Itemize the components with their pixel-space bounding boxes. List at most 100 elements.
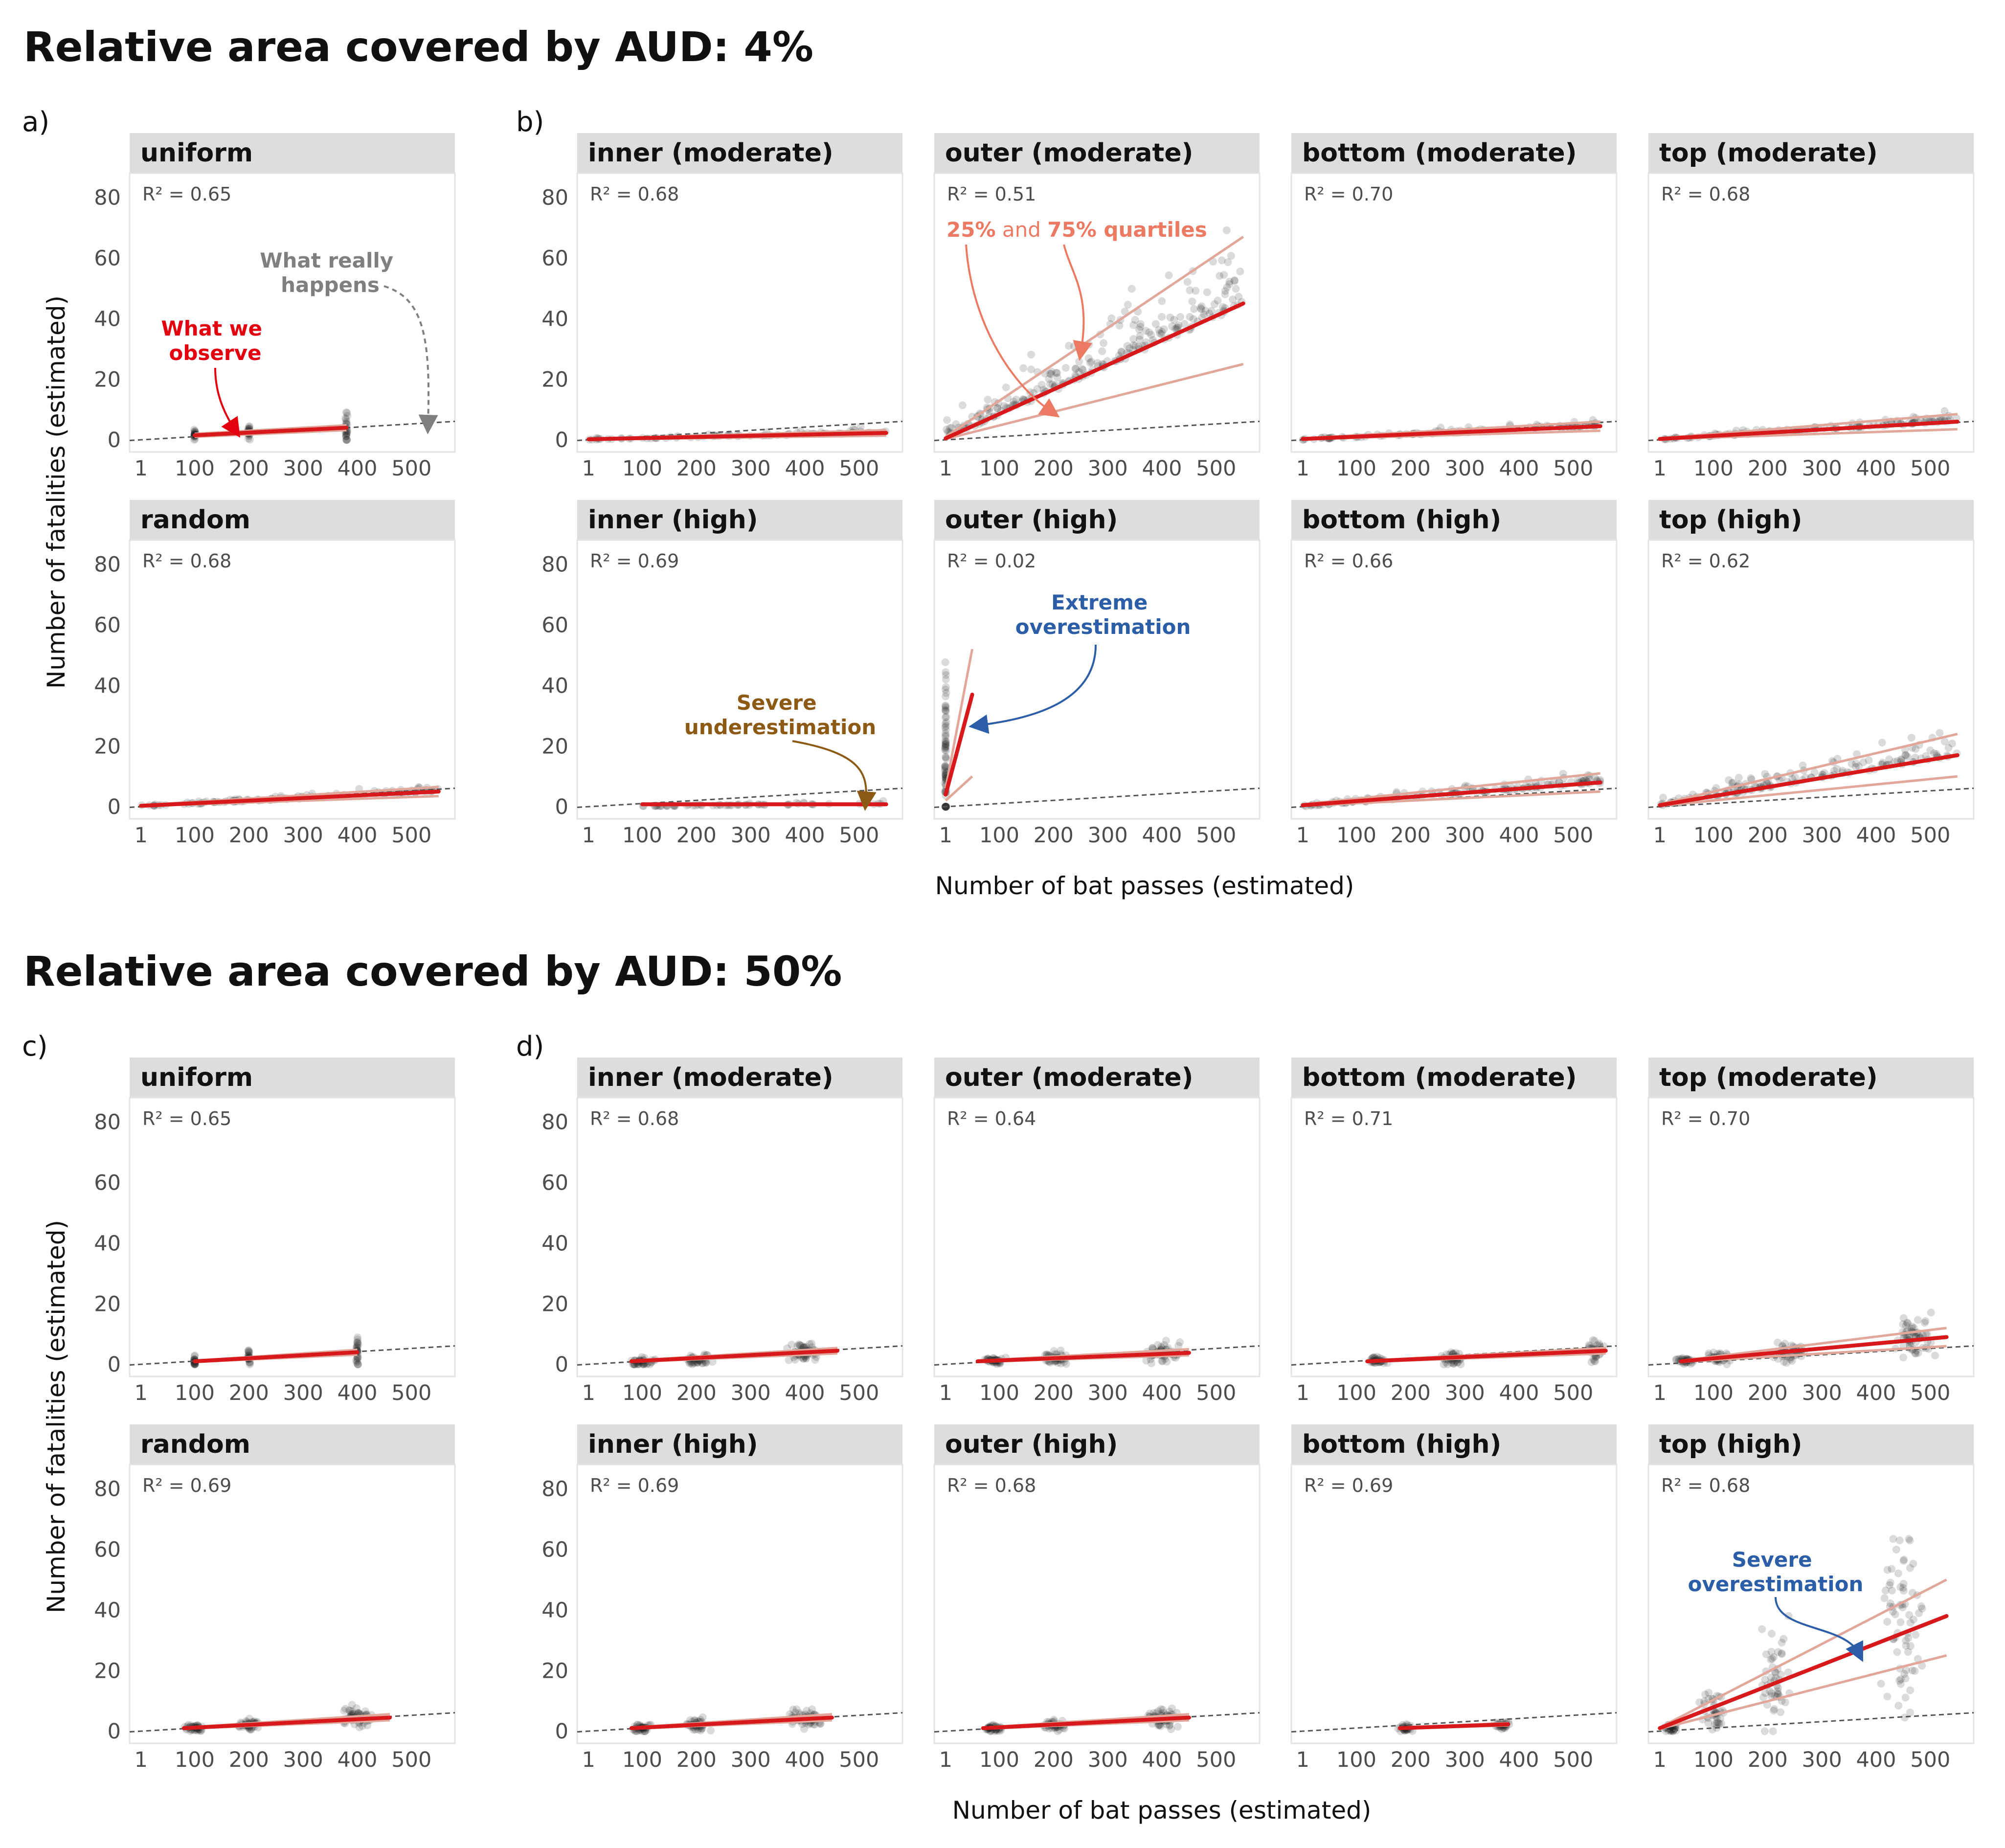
data-point — [1214, 296, 1222, 305]
strip-s50-random — [130, 1424, 455, 1465]
data-point — [1900, 1555, 1908, 1564]
plot-area-s4-outer-moderate — [933, 172, 1261, 453]
strip-s50-uniform — [130, 1058, 455, 1098]
data-point — [1918, 1604, 1926, 1613]
data-point — [1781, 1698, 1789, 1707]
data-point — [345, 1706, 353, 1714]
data-point — [1158, 1357, 1167, 1365]
data-point — [942, 692, 950, 700]
y-tick-s50-uniform-80: 80 — [94, 1110, 121, 1135]
y-tick-s4-inner-high-20: 20 — [541, 734, 568, 759]
plot-area-s50-bottom-high — [1290, 1464, 1618, 1744]
data-point — [1930, 749, 1938, 757]
data-point — [1159, 1706, 1167, 1714]
data-point — [1780, 1635, 1788, 1643]
data-point — [1908, 1589, 1916, 1597]
r2-label-s50-inner-high: R² = 0.69 — [590, 1475, 679, 1496]
data-point — [1894, 1701, 1903, 1710]
x-tick-s4-bottom-high-400: 400 — [1499, 823, 1539, 848]
arrow-quartiles-75 — [1063, 244, 1093, 361]
data-point — [1447, 1348, 1455, 1356]
data-point — [352, 1356, 360, 1364]
data-point — [246, 435, 254, 444]
data-point — [1715, 1720, 1723, 1728]
x-tick-s4-random-400: 400 — [337, 823, 377, 848]
data-point — [1760, 1727, 1769, 1735]
x-tick-s4-inner-high-400: 400 — [785, 823, 825, 848]
strip-title-s50-bottom-moderate: bottom (moderate) — [1302, 1063, 1577, 1092]
annotation-severe-overestimation: Severe overestimation — [1688, 1548, 1864, 1596]
data-point — [1899, 1579, 1908, 1588]
strip-title-s4-inner-high: inner (high) — [588, 505, 758, 535]
x-tick-s50-uniform-200: 200 — [229, 1381, 269, 1405]
data-point — [1852, 759, 1860, 767]
data-point — [245, 1349, 253, 1357]
data-point — [1157, 1705, 1165, 1713]
fit-line-s50-bottom-moderate — [1365, 1349, 1608, 1364]
data-point — [1107, 314, 1116, 322]
data-point — [1912, 1631, 1920, 1639]
x-tick-s4-bottom-moderate-200: 200 — [1391, 456, 1431, 481]
data-point — [1075, 368, 1083, 376]
data-point — [1590, 1337, 1599, 1345]
data-point — [1666, 1727, 1674, 1735]
data-point — [1061, 364, 1070, 372]
fit-line-s4-top-moderate — [1658, 420, 1960, 441]
y-tick-s50-inner-moderate-60: 60 — [541, 1171, 568, 1195]
strip-s4-outer-high — [934, 500, 1260, 540]
data-point — [942, 701, 950, 710]
data-point — [353, 1335, 361, 1344]
x-tick-s4-top-moderate-200: 200 — [1748, 456, 1788, 481]
data-point — [1196, 304, 1205, 312]
data-point — [1778, 1649, 1786, 1657]
data-point — [993, 404, 1002, 412]
data-point — [686, 1716, 695, 1724]
data-point — [1695, 1698, 1704, 1707]
data-point — [1944, 744, 1953, 752]
x-tick-s50-bottom-moderate-1: 1 — [1296, 1381, 1309, 1405]
data-point — [245, 423, 253, 431]
data-point — [343, 411, 352, 420]
y-tick-s50-uniform-40: 40 — [94, 1231, 121, 1256]
data-point — [1906, 1536, 1914, 1545]
data-point — [1046, 380, 1054, 388]
panel-s4-bottom-moderate: bottom (moderate) R² = 0.70 1 100 200 300 400 5… — [1290, 133, 1618, 481]
x-tick-s4-inner-high-100: 100 — [622, 823, 662, 848]
data-point — [1135, 336, 1144, 344]
data-point — [1201, 307, 1210, 315]
data-point — [941, 743, 949, 751]
strip-title-s50-random: random — [140, 1430, 250, 1459]
data-point — [1118, 348, 1126, 356]
data-point — [1186, 286, 1194, 294]
data-point — [1158, 1357, 1166, 1365]
strip-s4-inner-moderate — [577, 133, 902, 173]
x-tick-s50-top-high-1: 1 — [1653, 1748, 1667, 1772]
marks-s50-bottom-high — [1291, 1712, 1617, 1735]
data-point — [1933, 750, 1941, 758]
strip-title-s50-inner-high: inner (high) — [588, 1430, 758, 1459]
data-point — [1012, 395, 1020, 404]
data-point — [1126, 344, 1134, 353]
data-point — [1162, 1336, 1170, 1345]
x-tick-s4-outer-moderate-500: 500 — [1196, 456, 1236, 481]
data-point — [1072, 364, 1080, 373]
data-point — [1447, 1359, 1455, 1367]
r2-label-s4-top-high: R² = 0.62 — [1661, 550, 1750, 572]
data-point — [354, 1360, 362, 1369]
annotation-quartiles-25: 25% — [946, 218, 996, 242]
fit-line-s50-top-high — [1658, 1614, 1949, 1731]
x-tick-s4-bottom-high-500: 500 — [1553, 823, 1593, 848]
data-point — [1895, 1676, 1904, 1685]
data-point — [1902, 1321, 1910, 1330]
data-point — [348, 1701, 356, 1709]
data-point — [1046, 369, 1054, 378]
data-point — [1897, 755, 1905, 764]
fit-line-s50-outer-high — [981, 1715, 1191, 1731]
data-point — [1777, 1670, 1785, 1679]
data-point — [1776, 776, 1784, 784]
marks-s50-inner-moderate — [577, 1339, 902, 1369]
data-point — [354, 1333, 362, 1342]
data-point — [245, 422, 253, 430]
x-tick-s4-outer-moderate-300: 300 — [1088, 456, 1128, 481]
